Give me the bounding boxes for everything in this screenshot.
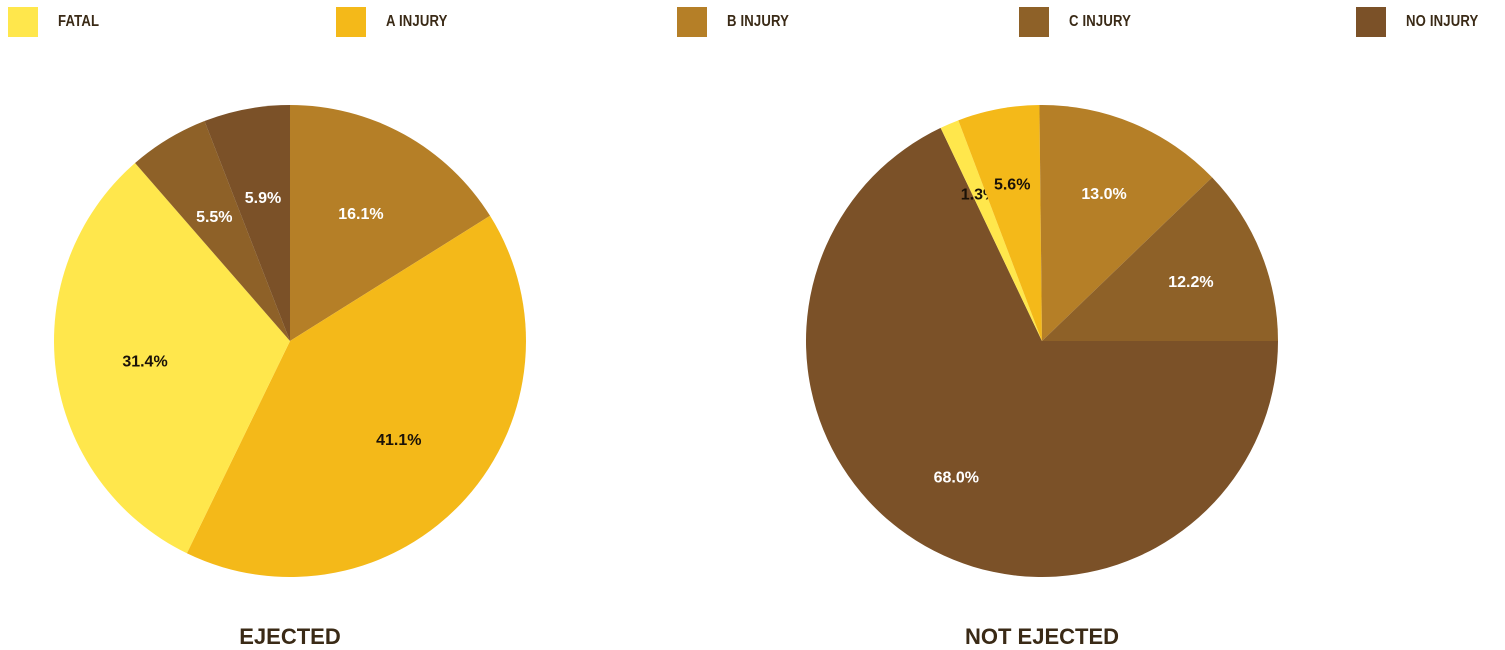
legend-swatch-b-injury (677, 7, 707, 37)
legend-label-a-injury: A INJURY (386, 13, 448, 30)
slice-fatal-not-ejected (940, 120, 1042, 341)
legend-label-b-injury: B INJURY (727, 13, 790, 30)
legend: FATAL A INJURY B INJURY C INJURY NO INJU… (0, 7, 1505, 39)
pie-ejected: 16.1% 41.1% 31.4% 5.5% 5.9% (54, 105, 526, 577)
chart-title-ejected: EJECTED (239, 624, 340, 649)
legend-item-c-injury: C INJURY (1019, 7, 1145, 37)
slice-b-injury-ejected (290, 105, 491, 341)
legend-label-fatal: FATAL (58, 13, 100, 30)
slice-a-injury-not-ejected (958, 105, 1042, 341)
slice-a-injury-ejected (186, 215, 526, 577)
legend-item-no-injury: NO INJURY (1356, 7, 1494, 37)
slice-b-injury-not-ejected (1039, 104, 1213, 341)
slice-label-no-injury-ejected: 5.9% (245, 190, 281, 207)
legend-item-fatal: FATAL (8, 7, 108, 37)
slice-label-no-injury-not-ejected: 68.0% (934, 470, 979, 487)
legend-swatch-no-injury (1356, 7, 1386, 37)
legend-item-b-injury: B INJURY (677, 7, 803, 37)
slice-label-c-injury-not-ejected: 12.2% (1168, 274, 1213, 291)
slice-label-b-injury-not-ejected: 13.0% (1081, 186, 1126, 203)
legend-swatch-c-injury (1019, 7, 1049, 37)
slice-label-c-injury-ejected: 5.5% (196, 209, 232, 226)
slice-no-injury-ejected (204, 105, 290, 341)
legend-label-no-injury: NO INJURY (1406, 13, 1479, 30)
legend-item-a-injury: A INJURY (336, 7, 461, 37)
slice-c-injury-not-ejected (1042, 177, 1278, 341)
legend-swatch-a-injury (336, 7, 366, 37)
slice-label-fatal-ejected: 31.4% (122, 353, 167, 370)
chart-title-not-ejected: NOT EJECTED (965, 624, 1119, 649)
legend-label-c-injury: C INJURY (1069, 13, 1132, 30)
slice-label-b-injury-ejected: 16.1% (338, 206, 383, 223)
slice-label-a-injury-not-ejected: 5.6% (994, 176, 1030, 193)
legend-swatch-fatal (8, 7, 38, 37)
slice-label-a-injury-ejected: 41.1% (376, 432, 421, 449)
slice-c-injury-ejected (135, 121, 290, 341)
slice-fatal-ejected (54, 163, 290, 554)
slice-no-injury-not-ejected (805, 127, 1278, 578)
pie-not-ejected: 68.0%1.3%5.6%13.0%12.2% (805, 104, 1278, 578)
